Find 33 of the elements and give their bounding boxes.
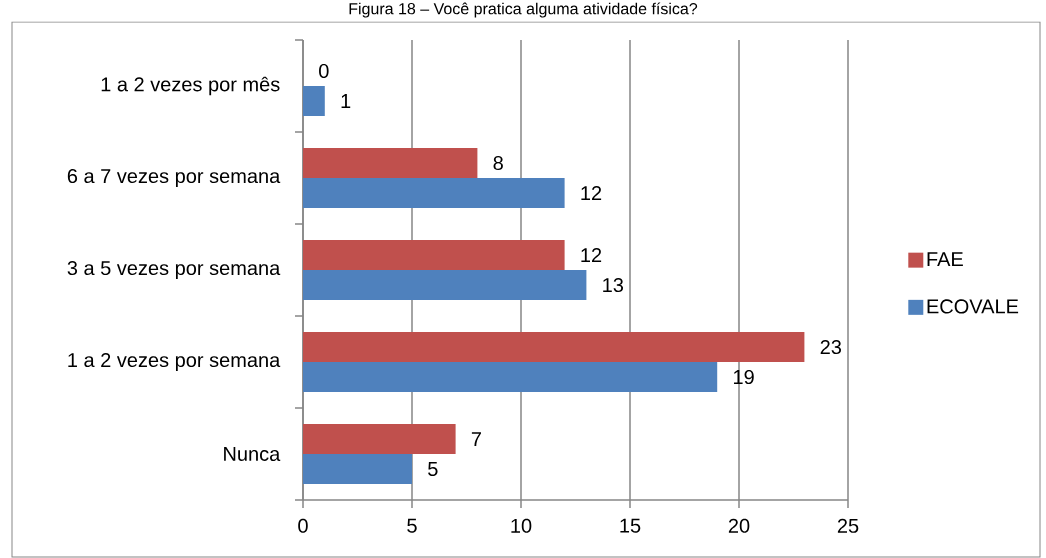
- data-label: 13: [603, 277, 624, 293]
- x-tick-label: 5: [407, 518, 417, 533]
- data-label: 7: [471, 432, 481, 446]
- data-label: 19: [734, 369, 754, 385]
- x-tick-label: 25: [837, 518, 859, 533]
- bar: [303, 148, 478, 179]
- y-tick-label: 1 a 2 vezes por semana: [68, 352, 281, 372]
- bar: [303, 86, 325, 117]
- bar: [303, 424, 456, 454]
- bar: [303, 240, 565, 271]
- legend-label: ECOVALE: [927, 299, 1019, 314]
- data-label: 12: [581, 186, 602, 200]
- bar: [303, 178, 565, 208]
- y-tick-label: Nunca: [224, 447, 281, 461]
- data-label: 1: [341, 94, 351, 108]
- bar: [303, 454, 412, 484]
- data-label: 12: [581, 248, 602, 262]
- x-tick-label: 20: [728, 518, 750, 533]
- data-label: 0: [319, 63, 329, 79]
- data-label: 23: [820, 339, 842, 355]
- x-tick-label: 0: [298, 518, 308, 533]
- data-label: 8: [493, 155, 503, 171]
- x-tick-label: 10: [511, 518, 532, 533]
- bar: [303, 270, 587, 300]
- y-tick-label: 3 a 5 vezes por semana: [67, 260, 281, 280]
- y-tick-label: 6 a 7 vezes por semana: [67, 168, 281, 188]
- x-tick-label: 15: [620, 518, 641, 533]
- bar: [303, 362, 718, 392]
- data-label: 5: [428, 462, 438, 476]
- chart-title: Figura 18 – Você pratica alguma atividade física?: [349, 2, 698, 18]
- y-tick-label: 1 a 2 vezes por mês: [101, 76, 280, 96]
- legend-label: FAE: [927, 252, 963, 267]
- bar: [303, 332, 805, 363]
